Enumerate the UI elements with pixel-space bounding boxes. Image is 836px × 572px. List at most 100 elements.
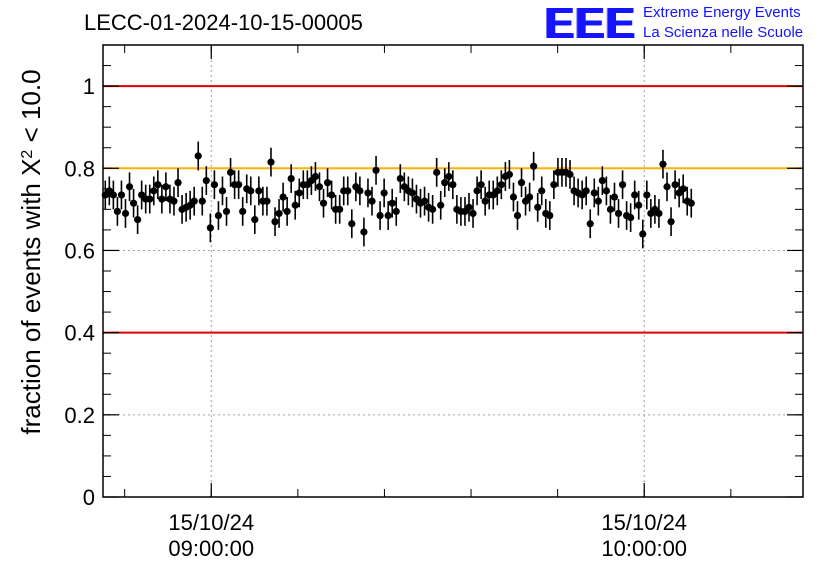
- data-point: [598, 177, 606, 185]
- data-point: [441, 179, 449, 187]
- data-point: [384, 211, 392, 220]
- data-point: [534, 203, 542, 211]
- data-point: [392, 207, 400, 216]
- data-point: [162, 183, 170, 191]
- data-point: [344, 187, 352, 195]
- plot-frame: [102, 44, 804, 498]
- data-point: [546, 211, 554, 220]
- data-point: [449, 181, 457, 189]
- data-point: [526, 193, 534, 201]
- x-tick-label-time: 09:00:00: [168, 536, 254, 561]
- data-point: [538, 187, 546, 195]
- y-tick-label: 1: [83, 74, 95, 99]
- data-point: [239, 207, 247, 216]
- y-axis-label-symbol: X: [16, 159, 46, 176]
- data-point: [433, 168, 441, 176]
- data-point: [154, 181, 162, 189]
- x-tick-label-date: 15/10/24: [601, 510, 687, 535]
- data-point: [263, 197, 271, 205]
- data-point: [360, 228, 368, 236]
- data-point: [202, 177, 210, 185]
- data-point: [287, 174, 295, 183]
- data-point: [505, 170, 514, 179]
- data-point: [170, 197, 178, 205]
- y-axis-label: fraction of events with X2 < 10.0: [16, 69, 46, 434]
- data-point: [190, 197, 198, 205]
- data-point: [319, 199, 328, 207]
- data-point: [380, 189, 388, 197]
- logo-line-2: La Scienza nelle Scuole: [643, 24, 804, 41]
- chart-title: LECC-01-2024-10-15-00005: [84, 10, 363, 35]
- data-point: [477, 181, 485, 189]
- y-tick-label: 0.8: [64, 156, 95, 181]
- data-point: [465, 203, 473, 211]
- data-point: [481, 197, 489, 205]
- data-point: [117, 191, 126, 199]
- data-point: [627, 213, 635, 222]
- data-point: [679, 185, 687, 193]
- data-point: [251, 216, 259, 224]
- data-point: [364, 189, 372, 197]
- data-point: [174, 179, 182, 187]
- data-point: [610, 193, 619, 201]
- data-point: [517, 179, 526, 187]
- data-point: [659, 160, 667, 168]
- data-point: [125, 183, 134, 191]
- data-point: [275, 209, 283, 218]
- data-point: [255, 187, 263, 195]
- data-point: [618, 181, 627, 189]
- data-point: [582, 187, 590, 195]
- data-point: [368, 197, 376, 205]
- y-axis-label-sup: 2: [19, 150, 36, 159]
- data-point: [437, 201, 445, 209]
- data-point: [283, 207, 291, 216]
- data-point: [315, 183, 324, 191]
- y-axis-label-main: fraction of events with: [16, 176, 46, 435]
- data-point: [222, 207, 231, 216]
- data-point: [445, 172, 453, 181]
- data-point: [121, 209, 130, 218]
- data-point: [513, 211, 522, 220]
- data-point: [655, 209, 663, 218]
- data-point: [493, 187, 501, 195]
- data-point: [635, 201, 643, 209]
- data-points: [101, 141, 695, 249]
- data-point: [614, 209, 623, 218]
- data-point: [291, 201, 299, 209]
- data-point: [311, 172, 320, 181]
- data-point: [566, 170, 574, 179]
- data-point: [113, 207, 122, 216]
- data-point: [473, 187, 481, 195]
- data-point: [687, 199, 695, 207]
- data-point: [247, 187, 255, 195]
- data-point: [550, 181, 558, 189]
- data-point: [235, 181, 243, 189]
- eee-logo-mark: EEE: [544, 0, 636, 48]
- data-point: [429, 205, 437, 213]
- logo-line-1: Extreme Energy Events: [643, 4, 801, 21]
- data-point: [129, 199, 138, 207]
- data-point: [396, 174, 404, 183]
- data-point: [639, 230, 647, 238]
- data-point: [631, 191, 639, 199]
- data-point: [218, 187, 227, 195]
- data-point: [295, 189, 303, 197]
- data-point: [226, 168, 235, 176]
- data-point: [271, 218, 279, 226]
- x-tick-label-date: 15/10/24: [168, 510, 254, 535]
- data-point: [509, 193, 518, 201]
- data-point: [376, 211, 384, 220]
- data-point: [530, 162, 538, 170]
- data-point: [336, 205, 344, 213]
- data-point: [327, 191, 336, 199]
- data-point: [109, 191, 117, 199]
- data-point: [198, 197, 206, 205]
- data-point: [146, 195, 154, 203]
- x-tick-label-time: 10:00:00: [601, 536, 687, 561]
- data-point: [348, 220, 356, 228]
- data-point: [469, 209, 477, 218]
- y-tick-label: 0.4: [64, 321, 95, 346]
- data-point: [267, 158, 275, 166]
- data-point: [150, 187, 158, 195]
